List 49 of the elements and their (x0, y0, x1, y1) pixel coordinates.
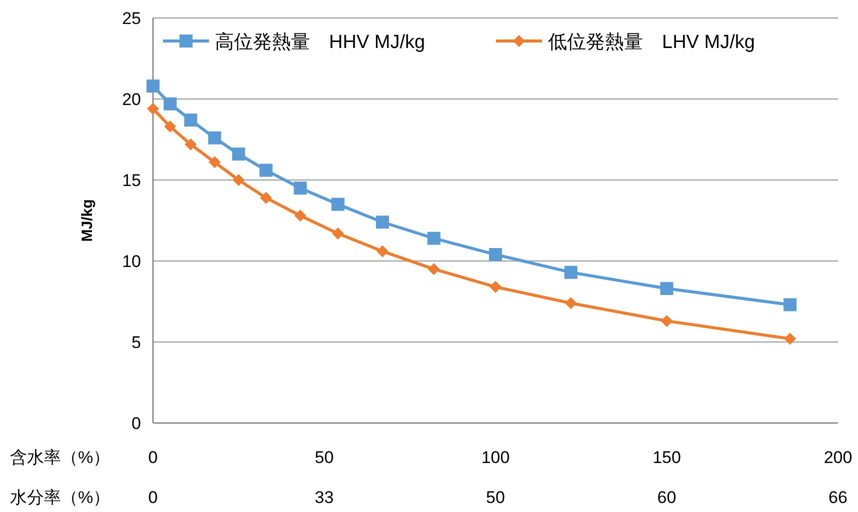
y-axis-title: MJ/kg (79, 199, 96, 242)
point (147, 102, 159, 115)
x-tick-label: 100 (481, 448, 510, 467)
x-axis-title: 含水率（%） (10, 448, 110, 467)
text: 50 (486, 488, 505, 507)
point (660, 282, 674, 296)
y-tick-label: 10 (122, 252, 141, 271)
y-tick-label: 0 (132, 414, 141, 433)
legend-label: 高位発熱量 HHV MJ/kg (215, 31, 426, 53)
point (660, 314, 673, 327)
y-tick-label: 5 (132, 333, 141, 352)
point (564, 297, 577, 310)
y-tick-label: 25 (122, 9, 141, 28)
point (208, 156, 221, 168)
point (260, 164, 273, 177)
point (232, 148, 246, 161)
x-tick-label: 50 (314, 448, 334, 467)
point (489, 248, 502, 262)
point (164, 120, 176, 133)
text: 33 (314, 488, 334, 507)
point (376, 245, 388, 258)
point (332, 227, 344, 240)
point (184, 114, 198, 127)
point (564, 266, 578, 279)
legend-label: 低位発熱量 LHV MJ/kg (548, 32, 755, 53)
point (164, 97, 177, 110)
point (331, 198, 344, 211)
point (208, 131, 222, 144)
x-tick-label: 150 (652, 448, 681, 467)
point (232, 174, 245, 186)
x-tick-label: 0 (148, 448, 158, 467)
y-tick-label: 15 (122, 171, 141, 190)
point (427, 232, 440, 245)
text: 水分率（%） (10, 488, 110, 507)
point (184, 138, 197, 150)
x-tick-label: 200 (824, 448, 852, 467)
point (376, 216, 389, 229)
point (490, 280, 502, 293)
y-tick-label: 20 (122, 90, 141, 109)
point (260, 192, 272, 204)
text: 0 (148, 488, 158, 507)
point (784, 332, 796, 345)
text: 60 (657, 488, 676, 507)
point (146, 80, 160, 93)
text: 66 (828, 488, 848, 507)
point (784, 298, 797, 312)
point (294, 182, 307, 195)
point (428, 263, 440, 276)
point (294, 210, 306, 222)
